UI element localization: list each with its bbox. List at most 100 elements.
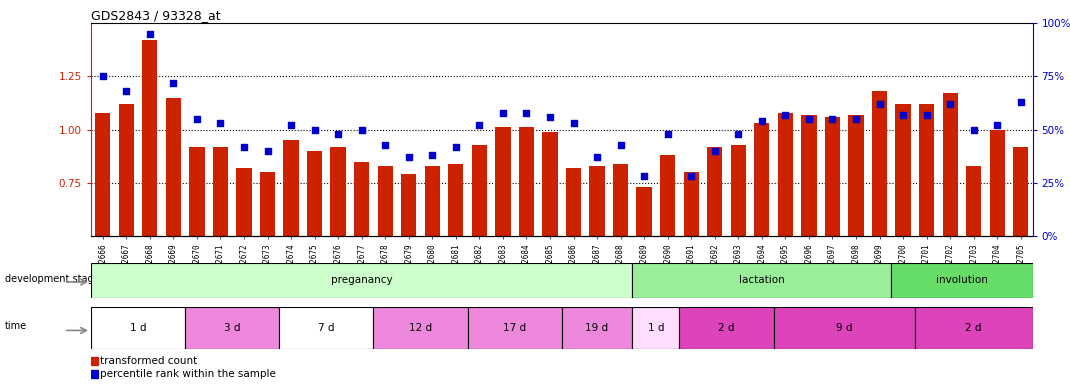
Bar xyxy=(731,144,746,343)
Text: 7 d: 7 d xyxy=(318,323,335,333)
Bar xyxy=(915,307,1033,349)
Point xyxy=(518,109,535,116)
Point xyxy=(188,116,205,122)
Bar xyxy=(284,140,299,343)
Point xyxy=(800,116,817,122)
Point xyxy=(494,109,511,116)
Bar xyxy=(872,91,887,343)
Bar xyxy=(632,307,679,349)
Point xyxy=(94,73,111,79)
Point xyxy=(353,126,370,132)
Bar xyxy=(590,166,605,343)
Bar xyxy=(774,307,915,349)
Point xyxy=(424,152,441,158)
Text: time: time xyxy=(4,321,27,331)
Bar xyxy=(185,307,279,349)
Bar xyxy=(354,162,369,343)
Bar xyxy=(825,117,840,343)
Bar xyxy=(966,166,981,343)
Bar xyxy=(891,263,1033,298)
Bar xyxy=(236,168,251,343)
Point xyxy=(282,122,300,128)
Bar xyxy=(91,356,97,364)
Point xyxy=(235,144,253,150)
Text: 17 d: 17 d xyxy=(503,323,526,333)
Point xyxy=(1012,99,1029,105)
Point xyxy=(377,141,394,147)
Bar xyxy=(495,127,510,343)
Bar xyxy=(943,93,958,343)
Bar xyxy=(679,307,774,349)
Point xyxy=(683,174,700,180)
Point xyxy=(753,118,770,124)
Point xyxy=(777,112,794,118)
Text: 3 d: 3 d xyxy=(224,323,241,333)
Point xyxy=(565,120,582,126)
Point xyxy=(636,174,653,180)
Bar xyxy=(142,40,157,343)
Bar xyxy=(990,129,1005,343)
Bar xyxy=(632,263,891,298)
Point xyxy=(118,88,135,94)
Bar xyxy=(566,168,581,343)
Bar xyxy=(213,147,228,343)
Text: 2 d: 2 d xyxy=(965,323,982,333)
Bar xyxy=(91,307,185,349)
Bar xyxy=(472,144,487,343)
Bar xyxy=(189,147,204,343)
Text: 1 d: 1 d xyxy=(647,323,664,333)
Point xyxy=(989,122,1006,128)
Bar xyxy=(778,113,793,343)
Bar xyxy=(519,127,534,343)
Bar xyxy=(95,113,110,343)
Point xyxy=(871,101,888,107)
Bar xyxy=(119,104,134,343)
Point xyxy=(259,148,276,154)
Point xyxy=(471,122,488,128)
Text: GDS2843 / 93328_at: GDS2843 / 93328_at xyxy=(91,9,220,22)
Point xyxy=(400,154,417,161)
Bar xyxy=(448,164,463,343)
Text: 1 d: 1 d xyxy=(129,323,147,333)
Text: 12 d: 12 d xyxy=(409,323,432,333)
Point xyxy=(730,131,747,137)
Bar xyxy=(637,187,652,343)
Bar xyxy=(425,166,440,343)
Bar xyxy=(166,98,181,343)
Bar xyxy=(660,155,675,343)
Point xyxy=(141,31,158,37)
Point xyxy=(588,154,606,161)
Bar xyxy=(707,147,722,343)
Bar xyxy=(331,147,346,343)
Point xyxy=(895,112,912,118)
Bar xyxy=(91,370,97,378)
Text: 19 d: 19 d xyxy=(585,323,609,333)
Bar xyxy=(754,123,769,343)
Point xyxy=(965,126,982,132)
Bar xyxy=(401,174,416,343)
Bar xyxy=(562,307,632,349)
Bar xyxy=(849,115,863,343)
Text: 2 d: 2 d xyxy=(718,323,735,333)
Point xyxy=(541,114,559,120)
Bar xyxy=(1013,147,1028,343)
Bar xyxy=(613,164,628,343)
Text: transformed count: transformed count xyxy=(101,356,198,366)
Point xyxy=(659,131,676,137)
Point xyxy=(447,144,464,150)
Bar xyxy=(378,166,393,343)
Point xyxy=(942,101,959,107)
Text: lactation: lactation xyxy=(739,275,784,285)
Text: percentile rank within the sample: percentile rank within the sample xyxy=(101,369,276,379)
Text: 9 d: 9 d xyxy=(836,323,853,333)
Point xyxy=(330,131,347,137)
Bar xyxy=(896,104,911,343)
Bar xyxy=(307,151,322,343)
Point xyxy=(847,116,865,122)
Bar xyxy=(373,307,468,349)
Point xyxy=(612,141,629,147)
Text: involution: involution xyxy=(936,275,988,285)
Bar xyxy=(468,307,562,349)
Point xyxy=(918,112,935,118)
Bar xyxy=(801,115,816,343)
